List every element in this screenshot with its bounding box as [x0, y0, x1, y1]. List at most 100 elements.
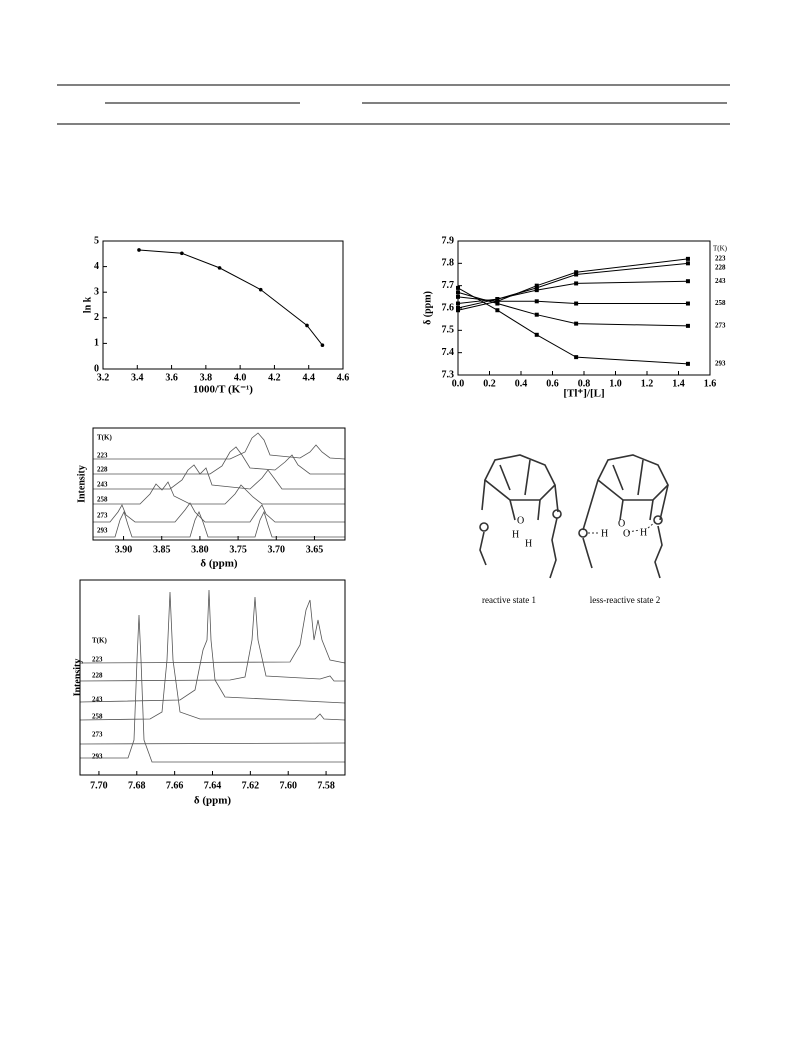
plot-frame [79, 579, 346, 776]
x-tick-label: 3.8 [200, 372, 213, 383]
data-point [685, 323, 690, 328]
legend-label: 228 [715, 263, 726, 271]
legend-label: 258 [715, 299, 726, 307]
data-point [534, 288, 539, 293]
data-point [258, 287, 263, 292]
molecule-frame [483, 454, 556, 501]
y-tick-label: 0 [94, 363, 99, 374]
y-tick-label: 7.6 [442, 302, 455, 313]
y-tick-label: 7.3 [442, 369, 455, 380]
y-tick-label: 2 [94, 312, 99, 323]
y-tick-label: 5 [94, 235, 99, 246]
y-tick-label: 1 [94, 338, 99, 349]
data-point [574, 301, 579, 306]
data-point [180, 251, 184, 256]
trace-label: 273 [92, 731, 103, 739]
x-tick-label: 3.2 [97, 372, 110, 383]
plot-frame [102, 240, 344, 370]
data-point [534, 299, 539, 304]
data-point [574, 270, 579, 275]
oxygen-atom [479, 522, 489, 532]
y-tick-label: 7.5 [442, 325, 455, 336]
x-tick-label: 0.2 [483, 378, 496, 389]
data-point [685, 361, 690, 366]
data-point [456, 308, 460, 313]
x-tick-label: 3.85 [153, 544, 171, 555]
x-tick-label: 0.8 [578, 378, 591, 389]
series-line [138, 249, 323, 346]
legend-title: T(K) [92, 637, 107, 645]
x-tick-label: 3.80 [191, 544, 209, 555]
x-tick-label: 3.90 [115, 544, 133, 555]
molecule-frame [481, 459, 559, 521]
y-axis-label: δ (ppm) [422, 291, 433, 325]
x-tick-label: 7.64 [204, 780, 222, 791]
oxygen-atom [552, 509, 562, 519]
data-point [305, 323, 309, 328]
x-tick-label: 7.68 [128, 780, 146, 791]
data-point [495, 301, 500, 306]
data-point [534, 283, 539, 288]
atom-label: O [517, 515, 524, 526]
trace-label: 243 [92, 696, 103, 704]
alkyl-chain [479, 517, 558, 579]
trace-label: 243 [97, 481, 108, 489]
legend-label: 293 [715, 359, 726, 367]
alkyl-chain [582, 525, 663, 579]
data-point [685, 261, 690, 266]
x-tick-label: 4.4 [302, 372, 315, 383]
molecule-frame [596, 454, 669, 501]
data-point [574, 281, 579, 286]
data-point [456, 301, 460, 306]
y-tick-label: 7.8 [442, 258, 455, 269]
data-point [574, 355, 579, 360]
trace-label: 223 [97, 452, 108, 460]
molecule-frame [582, 459, 669, 531]
trace-label: 228 [97, 466, 108, 474]
legend-title: T(K) [97, 434, 112, 442]
spectrum-trace [93, 446, 345, 475]
x-axis-label: δ (ppm) [200, 558, 238, 570]
atom-label: O [623, 528, 630, 539]
x-tick-label: 3.75 [229, 544, 247, 555]
trace-label: 223 [92, 656, 103, 664]
x-tick-label: 3.4 [131, 372, 144, 383]
trace-label: 273 [97, 512, 108, 520]
y-axis-label: Intensity [72, 659, 83, 697]
y-tick-label: 7.4 [442, 347, 455, 358]
trace-label: 228 [92, 672, 103, 680]
x-tick-label: 7.66 [166, 780, 184, 791]
spectrum-trace [79, 596, 345, 682]
spectrum-trace [93, 464, 345, 490]
oxygen-atom [578, 528, 588, 538]
y-tick-label: 7.9 [442, 235, 455, 246]
data-point [217, 266, 222, 270]
spectrum-trace [93, 432, 346, 460]
trace-label: 293 [97, 527, 108, 535]
data-point [685, 301, 690, 306]
data-point [495, 308, 500, 313]
molecule-diagram [479, 454, 669, 579]
oxygen-atom [653, 515, 663, 525]
x-axis-label: 1000/T (K⁻¹) [193, 384, 253, 396]
legend-label: 243 [715, 277, 726, 285]
x-tick-label: 0.0 [452, 378, 465, 389]
data-point [456, 290, 460, 295]
y-tick-label: 3 [94, 286, 99, 297]
state-label: less-reactive state 2 [590, 595, 660, 605]
x-tick-label: 1.4 [672, 378, 685, 389]
spectrum-trace [93, 510, 345, 538]
y-axis-label: Intensity [76, 465, 87, 503]
data-point [685, 279, 690, 284]
atom-label: O [618, 518, 625, 529]
spectrum-trace [93, 502, 345, 523]
trace-label: 258 [97, 496, 108, 504]
data-point [685, 256, 690, 261]
hydrogen-bond [588, 521, 656, 534]
data-point [495, 297, 500, 302]
y-axis-label: ln k [82, 296, 93, 313]
atom-label: H [525, 538, 532, 549]
spectrum-traces [79, 432, 346, 763]
